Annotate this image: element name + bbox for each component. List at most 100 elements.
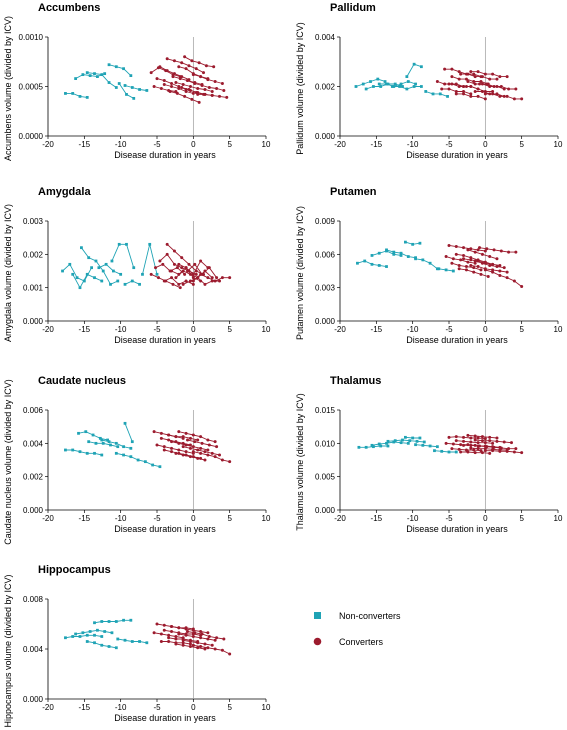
data-point-converter xyxy=(507,250,511,254)
y-tick-label: 0.0000 xyxy=(19,132,44,141)
data-point-nonconverter xyxy=(422,440,426,444)
data-point-converter xyxy=(193,631,197,635)
data-point-converter xyxy=(447,82,451,86)
data-point-converter xyxy=(213,647,217,651)
data-point-converter xyxy=(462,246,466,250)
data-point-converter xyxy=(187,262,191,266)
data-point-nonconverter xyxy=(68,262,72,266)
data-point-converter xyxy=(491,72,495,76)
data-point-converter xyxy=(215,445,219,449)
x-tick-label: -20 xyxy=(334,140,346,149)
data-point-converter xyxy=(498,263,502,267)
data-point-converter xyxy=(454,245,458,249)
data-point-converter xyxy=(512,279,516,283)
data-point-nonconverter xyxy=(447,450,451,454)
data-point-nonconverter xyxy=(100,453,104,457)
data-point-converter xyxy=(178,286,182,290)
data-point-converter xyxy=(454,82,458,86)
data-point-nonconverter xyxy=(370,262,374,266)
data-point-converter xyxy=(191,643,195,647)
data-point-converter xyxy=(454,439,458,443)
data-point-converter xyxy=(191,272,195,276)
data-point-nonconverter xyxy=(437,267,441,271)
data-point-nonconverter xyxy=(107,63,111,67)
data-point-nonconverter xyxy=(377,442,381,446)
data-point-converter xyxy=(172,249,176,253)
data-point-converter xyxy=(473,250,477,254)
series-line-nonconverters xyxy=(124,423,133,442)
data-point-converter xyxy=(188,272,192,276)
data-point-converter xyxy=(183,94,187,98)
data-point-nonconverter xyxy=(114,620,118,623)
data-point-converter xyxy=(159,431,163,435)
y-tick-label: 0.0005 xyxy=(19,83,44,92)
data-point-converter xyxy=(491,449,495,453)
data-point-converter xyxy=(492,445,496,449)
data-point-converter xyxy=(191,91,195,95)
data-point-converter xyxy=(206,78,210,82)
data-point-converter xyxy=(175,91,179,95)
data-point-nonconverter xyxy=(392,440,396,444)
data-point-nonconverter xyxy=(94,259,98,263)
data-point-converter xyxy=(206,646,210,650)
data-point-converter xyxy=(480,261,484,265)
data-point-converter xyxy=(210,93,214,97)
data-point-nonconverter xyxy=(101,269,105,273)
data-point-converter xyxy=(447,435,451,439)
data-point-converter xyxy=(193,440,197,444)
data-point-nonconverter xyxy=(361,82,365,86)
series-line-nonconverters xyxy=(94,619,131,624)
data-point-nonconverter xyxy=(117,242,121,246)
data-point-converter xyxy=(172,72,176,76)
x-tick-label: 10 xyxy=(262,514,271,523)
x-tick-label: 5 xyxy=(227,514,232,523)
data-point-converter xyxy=(203,269,207,273)
data-point-converter xyxy=(488,451,492,455)
data-point-converter xyxy=(457,70,461,74)
data-point-nonconverter xyxy=(357,445,361,449)
data-point-converter xyxy=(206,453,210,457)
data-point-converter xyxy=(220,82,224,86)
data-point-converter xyxy=(454,435,458,439)
data-point-converter xyxy=(196,646,200,650)
data-point-nonconverter xyxy=(141,272,144,276)
data-point-converter xyxy=(158,65,162,69)
data-point-converter xyxy=(462,85,466,88)
data-point-nonconverter xyxy=(85,451,89,455)
y-tick-label: 0.004 xyxy=(23,645,44,654)
data-point-converter xyxy=(155,622,159,626)
data-point-nonconverter xyxy=(138,88,141,91)
data-point-converter xyxy=(162,445,166,449)
data-point-nonconverter xyxy=(112,269,115,273)
data-point-converter xyxy=(191,276,195,280)
data-point-converter xyxy=(204,64,208,68)
x-tick-label: -10 xyxy=(407,325,419,334)
data-point-converter xyxy=(200,84,204,88)
data-point-converter xyxy=(462,435,466,439)
data-point-nonconverter xyxy=(64,448,67,452)
data-point-converter xyxy=(193,82,197,86)
data-point-nonconverter xyxy=(404,435,407,439)
chart-title: Thalamus xyxy=(330,375,381,387)
data-point-nonconverter xyxy=(93,633,96,637)
data-point-nonconverter xyxy=(87,440,91,444)
data-point-converter xyxy=(172,262,176,266)
data-point-converter xyxy=(196,448,200,452)
data-point-converter xyxy=(488,439,492,443)
data-point-converter xyxy=(472,266,476,270)
data-point-nonconverter xyxy=(377,82,381,86)
chart-title: Amygdala xyxy=(38,186,91,198)
data-point-nonconverter xyxy=(123,638,127,642)
data-point-converter xyxy=(191,433,195,437)
series-line-converters xyxy=(485,269,522,287)
data-point-converter xyxy=(472,270,476,274)
data-point-converter xyxy=(492,248,496,252)
data-point-nonconverter xyxy=(414,82,417,86)
data-point-nonconverter xyxy=(97,266,101,270)
data-point-converter xyxy=(210,451,214,455)
data-point-converter xyxy=(199,451,203,455)
series-line-nonconverters xyxy=(425,91,448,97)
data-point-nonconverter xyxy=(64,636,67,640)
data-point-converter xyxy=(181,643,185,647)
data-point-nonconverter xyxy=(103,630,107,633)
